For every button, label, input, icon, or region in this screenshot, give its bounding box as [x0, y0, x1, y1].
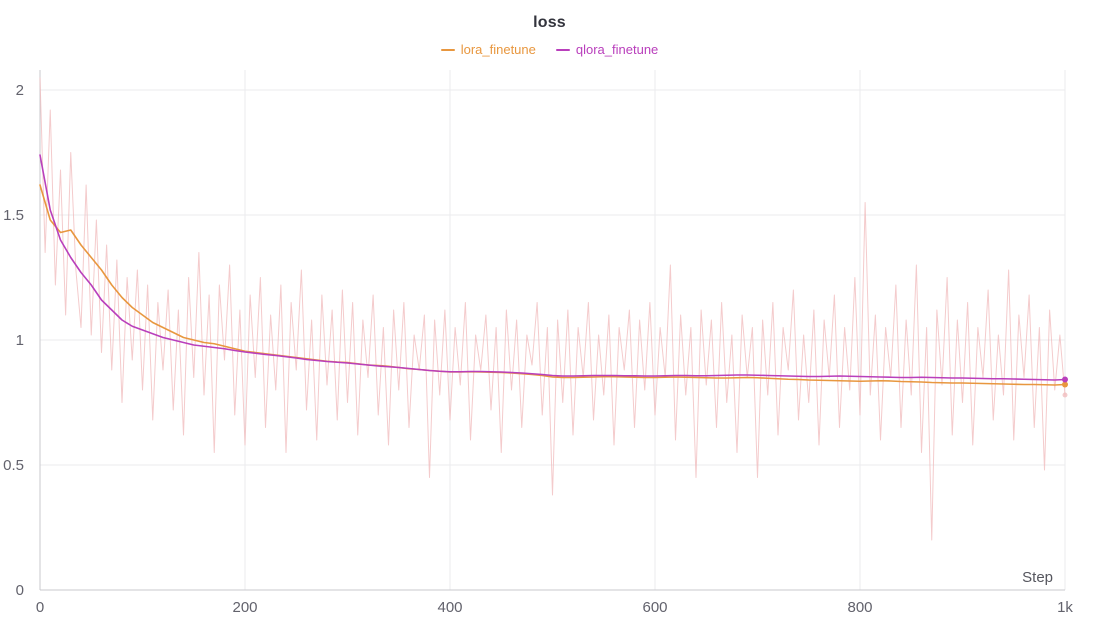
- raw-series-end-dot-icon: [1062, 392, 1068, 398]
- series-line-lora_finetune: [39, 184, 1066, 386]
- legend-swatch-lora-icon: [440, 48, 455, 51]
- x-tick-label: 800: [847, 599, 872, 616]
- series-end-dot-qlora_finetune-icon: [1062, 376, 1068, 383]
- series-line-qlora_finetune: [39, 154, 1066, 381]
- y-tick-label: 0: [16, 582, 24, 599]
- y-tick-label: 1.5: [3, 207, 24, 224]
- y-tick-label: 0.5: [3, 457, 24, 474]
- series-end-dot-lora_finetune-icon: [1062, 381, 1068, 388]
- x-tick-label: 0: [36, 599, 44, 616]
- x-tick-label: 200: [232, 599, 257, 616]
- legend-item-qlora-finetune[interactable]: qlora_finetune: [555, 42, 659, 57]
- x-tick-label: 1k: [1057, 599, 1073, 616]
- y-tick-label: 1: [16, 332, 24, 349]
- raw-series-line: [39, 77, 1066, 541]
- y-tick-label: 2: [16, 82, 24, 99]
- legend-item-lora-finetune[interactable]: lora_finetune: [440, 42, 536, 57]
- chart-legend: lora_finetune qlora_finetune: [440, 42, 659, 57]
- x-axis-title: Step: [1022, 569, 1053, 586]
- chart-header: loss lora_finetune qlora_finetune: [0, 14, 1099, 57]
- x-tick-label: 600: [642, 599, 667, 616]
- legend-swatch-qlora-icon: [555, 48, 570, 51]
- x-tick-label: 400: [437, 599, 462, 616]
- legend-label-qlora: qlora_finetune: [575, 42, 659, 57]
- legend-label-lora: lora_finetune: [460, 42, 536, 57]
- chart-title: loss: [533, 14, 566, 31]
